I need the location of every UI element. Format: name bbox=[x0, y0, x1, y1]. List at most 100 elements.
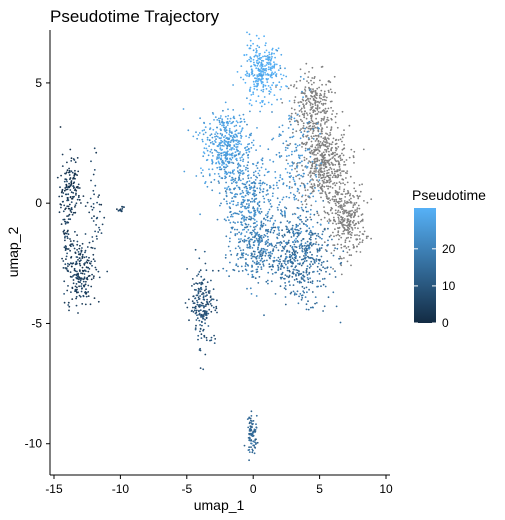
cell-point bbox=[323, 277, 326, 280]
cell-point bbox=[309, 125, 312, 127]
cell-point bbox=[279, 88, 282, 91]
cell-point bbox=[66, 269, 69, 272]
cell-point bbox=[228, 219, 230, 222]
cell-point bbox=[245, 151, 248, 154]
cell-point bbox=[61, 195, 63, 198]
cell-point bbox=[227, 162, 230, 165]
cell-point bbox=[90, 160, 92, 163]
cell-point bbox=[309, 179, 312, 182]
cell-point bbox=[316, 184, 319, 186]
cell-point bbox=[202, 133, 205, 136]
cell-point bbox=[289, 253, 291, 256]
cell-point bbox=[233, 195, 236, 198]
cell-point bbox=[318, 86, 320, 89]
cell-point bbox=[192, 311, 195, 313]
cell-point bbox=[291, 150, 293, 153]
cell-point bbox=[295, 273, 297, 276]
cell-point bbox=[296, 120, 299, 123]
cell-point bbox=[306, 291, 308, 294]
cell-point bbox=[332, 137, 335, 140]
cell-point bbox=[343, 161, 346, 163]
cell-point bbox=[251, 434, 254, 437]
cell-point bbox=[352, 247, 355, 249]
cell-point bbox=[226, 142, 229, 145]
cell-point bbox=[235, 212, 237, 215]
cell-point bbox=[285, 225, 287, 228]
cell-point bbox=[208, 139, 211, 142]
cell-point bbox=[318, 164, 320, 167]
cell-point bbox=[241, 169, 244, 172]
cell-point bbox=[249, 225, 252, 228]
cell-point bbox=[199, 309, 202, 312]
cell-point bbox=[202, 279, 205, 281]
cell-point bbox=[93, 169, 96, 171]
cell-point bbox=[317, 173, 320, 176]
cell-point bbox=[69, 238, 71, 240]
cell-point bbox=[259, 184, 262, 187]
cell-point bbox=[319, 123, 322, 125]
cell-point bbox=[259, 212, 262, 215]
cell-point bbox=[88, 211, 91, 214]
cell-point bbox=[302, 143, 305, 146]
cell-point bbox=[258, 169, 261, 172]
cell-point bbox=[262, 90, 264, 93]
cell-point bbox=[207, 325, 210, 327]
cell-point bbox=[350, 264, 352, 267]
cell-point bbox=[317, 185, 319, 188]
cell-point bbox=[330, 149, 333, 152]
cell-point bbox=[255, 271, 258, 274]
cell-point bbox=[280, 53, 283, 56]
cell-point bbox=[314, 146, 317, 149]
cell-point bbox=[246, 167, 249, 170]
cell-point bbox=[220, 139, 223, 142]
cell-point bbox=[342, 203, 345, 206]
cell-point bbox=[95, 235, 98, 238]
cell-point bbox=[317, 129, 320, 132]
cell-point bbox=[261, 59, 263, 62]
cell-point bbox=[281, 271, 284, 274]
cell-point bbox=[245, 239, 248, 242]
cell-point bbox=[253, 219, 256, 221]
cell-point bbox=[254, 277, 257, 280]
cell-point bbox=[209, 128, 211, 131]
cell-point bbox=[67, 262, 69, 265]
cell-point bbox=[338, 186, 341, 188]
cell-point bbox=[93, 215, 95, 218]
cell-point bbox=[263, 259, 266, 262]
cell-point bbox=[234, 181, 237, 184]
cell-point bbox=[323, 241, 326, 244]
cell-point bbox=[354, 209, 357, 212]
cell-point bbox=[354, 214, 356, 217]
cell-point bbox=[325, 270, 327, 273]
cell-point bbox=[278, 234, 280, 237]
cell-point bbox=[220, 152, 222, 155]
cell-point bbox=[239, 193, 242, 195]
cell-point bbox=[261, 76, 263, 78]
cell-point bbox=[299, 137, 302, 140]
cell-point bbox=[268, 93, 271, 95]
cell-point bbox=[294, 245, 296, 248]
cell-point bbox=[245, 187, 248, 190]
cell-point bbox=[193, 309, 196, 312]
cell-point bbox=[343, 227, 345, 229]
cell-point bbox=[212, 269, 214, 272]
cell-point bbox=[248, 180, 251, 183]
cell-point bbox=[213, 149, 216, 151]
cell-point bbox=[263, 35, 265, 38]
cell-point bbox=[72, 240, 75, 242]
cell-point bbox=[205, 143, 207, 146]
cell-point bbox=[260, 61, 263, 64]
cell-point bbox=[286, 269, 289, 272]
cell-point bbox=[259, 182, 262, 185]
cell-point bbox=[267, 101, 270, 104]
cell-point bbox=[352, 204, 355, 207]
cell-point bbox=[332, 156, 335, 158]
cell-point bbox=[296, 235, 299, 238]
cell-point bbox=[273, 245, 276, 248]
cell-point bbox=[336, 170, 339, 173]
cell-point bbox=[216, 132, 219, 135]
cell-point bbox=[323, 216, 326, 219]
cell-point bbox=[207, 154, 210, 157]
cell-point bbox=[320, 285, 322, 288]
